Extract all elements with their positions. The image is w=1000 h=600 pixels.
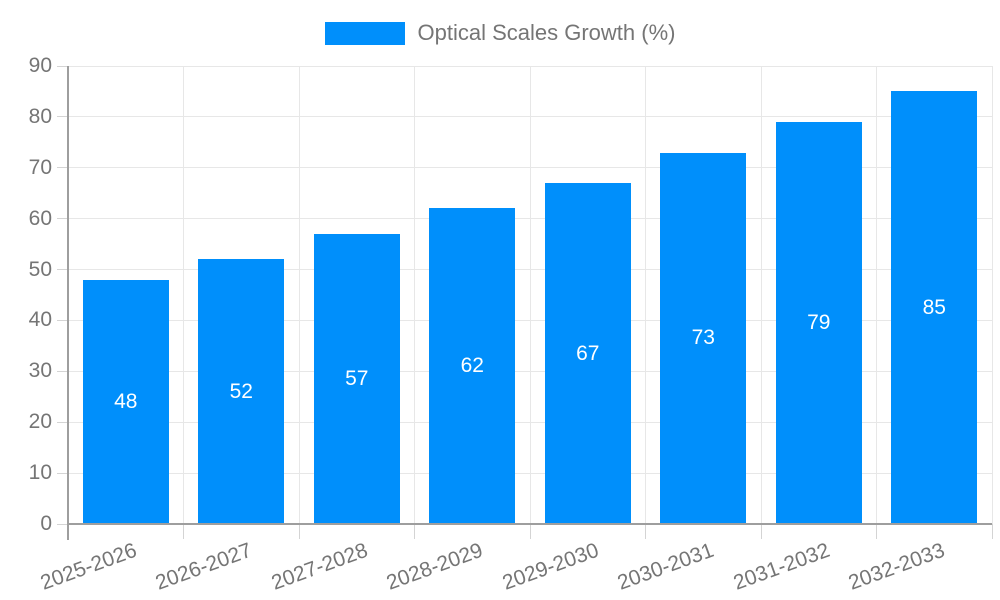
bar-2027-2028[interactable] [313,233,400,524]
y-axis-tick-label: 40 [28,308,52,332]
y-tick-mark [57,269,68,271]
x-tick-mark [760,524,762,539]
bar-2031-2032[interactable] [775,121,862,524]
y-axis-tick-label: 10 [28,461,52,485]
bar-value-label: 48 [114,389,138,413]
x-gridline [529,66,531,524]
y-axis-tick-label: 90 [28,54,52,77]
bar-2029-2030[interactable] [544,183,631,524]
y-tick-mark [57,319,68,321]
y-tick-mark [57,116,68,118]
legend-swatch [324,21,405,45]
x-tick-mark [183,524,184,539]
y-axis-tick-label: 20 [28,410,52,434]
x-tick-mark [529,524,531,539]
legend-label: Optical Scales Growth (%) [417,20,676,45]
y-tick-mark [57,472,68,474]
y-axis-tick-label: 80 [28,104,52,128]
chart-legend: Optical Scales Growth (%) [0,20,1000,46]
x-gridline [414,66,415,524]
bar-2025-2026[interactable] [82,279,169,524]
x-gridline [760,66,762,524]
bar-value-label: 57 [345,366,369,390]
x-gridline [991,66,993,524]
x-tick-mark [876,524,877,539]
y-tick-mark [57,218,68,220]
x-tick-mark [298,524,300,539]
bar-2032-2033[interactable] [891,91,978,524]
legend-item[interactable]: Optical Scales Growth (%) [324,20,676,46]
x-gridline [183,66,184,524]
x-gridline [298,66,300,524]
bar-2030-2031[interactable] [660,152,747,524]
y-tick-mark [57,167,68,169]
x-axis-line [68,523,992,525]
x-gridline [876,66,877,524]
bar-value-label: 52 [229,379,253,403]
y-tick-mark [57,65,68,67]
y-axis-tick-label: 0 [40,512,52,535]
y-axis-tick-label: 60 [28,206,52,230]
y-tick-mark [57,370,68,372]
x-gridline [645,66,646,524]
y-axis-line [67,66,69,540]
bar-2028-2029[interactable] [429,208,516,524]
bar-value-label: 85 [922,295,946,319]
y-axis-tick-label: 30 [28,359,52,383]
y-axis-tick-label: 70 [28,155,52,179]
y-axis-tick-label: 50 [28,257,52,281]
x-tick-mark [414,524,415,539]
bar-value-label: 79 [807,310,831,334]
bar-2026-2027[interactable] [198,259,285,524]
bar-value-label: 73 [691,326,715,350]
y-tick-mark [57,523,68,525]
y-tick-mark [57,421,68,423]
bar-value-label: 62 [460,354,484,378]
bar-value-label: 67 [576,341,600,365]
plot-area: 0 10 20 30 40 50 60 70 80 90 48 52 57 62 67 73 79 85 2025-… [29,54,993,595]
x-tick-mark [991,524,993,539]
x-tick-mark [645,524,646,539]
